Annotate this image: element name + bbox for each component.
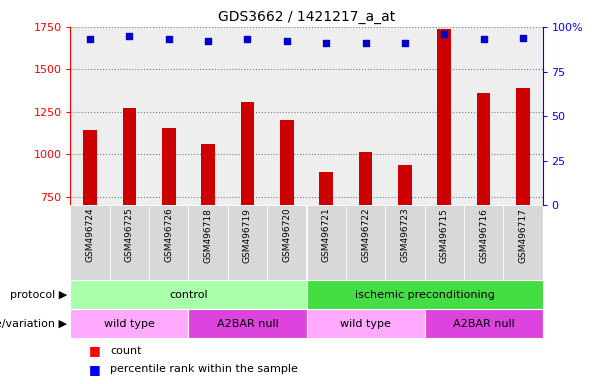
Bar [464, 205, 503, 280]
Bar [201, 144, 215, 205]
Text: wild type: wild type [340, 318, 391, 329]
Point [282, 38, 292, 44]
Bar [424, 205, 464, 280]
Text: GSM496716: GSM496716 [479, 208, 488, 263]
Bar [83, 130, 97, 205]
Point [321, 40, 331, 46]
Bar [319, 172, 333, 205]
Bar [359, 152, 372, 205]
Text: GSM496720: GSM496720 [283, 208, 291, 262]
Bar [385, 205, 424, 280]
Text: A2BAR null: A2BAR null [452, 318, 514, 329]
Point [124, 33, 134, 39]
Point [518, 35, 528, 41]
Point [400, 40, 409, 46]
Text: ■: ■ [89, 344, 101, 358]
Text: wild type: wild type [104, 318, 155, 329]
Bar [398, 166, 412, 205]
Bar [516, 88, 530, 205]
Bar [280, 119, 294, 205]
Bar [306, 309, 424, 338]
Point [243, 36, 253, 43]
Text: GSM496718: GSM496718 [204, 208, 213, 263]
Bar [189, 309, 306, 338]
Text: GSM496722: GSM496722 [361, 208, 370, 262]
Text: GSM496723: GSM496723 [400, 208, 409, 262]
Bar [110, 205, 149, 280]
Point [164, 36, 173, 43]
Text: control: control [169, 290, 208, 300]
Text: GSM496726: GSM496726 [164, 208, 173, 262]
Bar [162, 128, 176, 205]
Text: GSM496717: GSM496717 [519, 208, 527, 263]
Text: percentile rank within the sample: percentile rank within the sample [110, 364, 298, 374]
Bar [503, 205, 543, 280]
Text: A2BAR null: A2BAR null [216, 318, 278, 329]
Bar [70, 280, 306, 309]
Text: GSM496725: GSM496725 [125, 208, 134, 262]
Point [360, 40, 370, 46]
Bar [70, 309, 189, 338]
Bar [306, 205, 346, 280]
Point [479, 36, 489, 43]
Text: ■: ■ [89, 363, 101, 376]
Text: genotype/variation ▶: genotype/variation ▶ [0, 318, 67, 329]
Title: GDS3662 / 1421217_a_at: GDS3662 / 1421217_a_at [218, 10, 395, 25]
Text: count: count [110, 346, 142, 356]
Bar [267, 205, 306, 280]
Text: GSM496721: GSM496721 [322, 208, 330, 262]
Bar [123, 108, 136, 205]
Point [204, 38, 213, 44]
Bar [241, 102, 254, 205]
Point [85, 36, 95, 43]
Text: protocol ▶: protocol ▶ [10, 290, 67, 300]
Bar [424, 309, 543, 338]
Point [440, 31, 449, 37]
Text: GSM496715: GSM496715 [440, 208, 449, 263]
Bar [228, 205, 267, 280]
Bar [346, 205, 385, 280]
Bar [306, 280, 543, 309]
Text: ischemic preconditioning: ischemic preconditioning [354, 290, 495, 300]
Bar [70, 205, 110, 280]
Text: GSM496724: GSM496724 [86, 208, 94, 262]
Bar [477, 93, 490, 205]
Bar [149, 205, 189, 280]
Text: GSM496719: GSM496719 [243, 208, 252, 263]
Bar [437, 30, 451, 205]
Bar [189, 205, 228, 280]
